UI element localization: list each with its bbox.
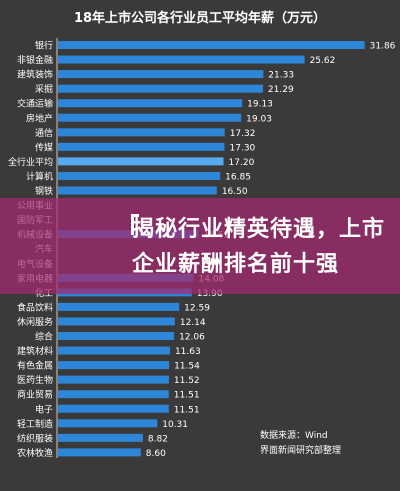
bar [58,142,225,151]
value-label: 12.14 [180,318,206,328]
bar [58,113,242,122]
value-label: 12.59 [184,303,210,313]
category-label: 综合 [35,331,53,343]
category-label: 通信 [35,127,53,139]
headline-text: 揭秘行业精英待遇，上市企业薪酬排名前十强 [132,217,386,277]
category-label: 钢铁 [35,185,53,197]
value-label: 25.62 [310,56,336,66]
category-label: 商业贸易 [17,389,53,401]
bar [58,157,224,166]
category-label: 休闲服务 [17,316,53,328]
value-label: 19.03 [246,114,272,124]
value-label: 8.82 [148,434,168,444]
bar [58,404,169,413]
bar [58,375,169,384]
category-label: 非银金融 [17,54,53,66]
headline-overlay [0,198,400,294]
chart-title: 18年上市公司各行业员工平均年薪（万元） [74,10,326,26]
bar [58,419,158,428]
bar [58,128,225,137]
bar [58,99,243,108]
value-label: 17.32 [230,129,256,139]
source-note-line-2: 界面新闻研究部整理 [260,444,341,456]
category-label: 医药生物 [17,374,53,386]
bar [58,171,221,180]
category-label: 建筑装饰 [17,69,53,81]
value-label: 11.54 [174,362,200,372]
category-label: 交通运输 [17,98,53,110]
bar [58,317,175,326]
value-label: 17.30 [230,143,256,153]
value-label: 11.51 [174,405,200,415]
bar [58,361,170,370]
category-label: 纺织服装 [17,432,53,444]
source-note-line-1: 数据来源：Wind [260,429,328,441]
value-label: 21.29 [268,85,294,95]
category-label: 建筑材料 [17,345,53,357]
value-label: 11.52 [174,376,200,386]
bar [58,186,217,195]
value-label: 11.63 [175,347,201,357]
bar [58,84,263,93]
bar [58,302,180,311]
value-label: 8.60 [146,449,166,459]
bar [58,55,305,64]
category-label: 农林牧渔 [17,447,53,459]
category-label: 食品饮料 [17,301,53,313]
bar [58,332,175,340]
category-label: 采掘 [35,83,53,95]
value-label: 16.85 [225,172,251,182]
value-label: 16.50 [222,187,248,197]
bar [58,41,365,49]
value-label: 12.06 [179,333,205,343]
bar [58,346,170,355]
category-label: 传媒 [35,141,53,153]
bar [58,433,143,442]
value-label: 19.13 [247,100,273,110]
bracket-mark-icon [131,214,139,235]
value-label: 11.51 [174,391,200,401]
bar [58,70,264,79]
category-label: 房地产 [26,112,53,124]
bar [58,390,169,399]
category-label: 计算机 [26,170,53,182]
category-label: 有色金属 [17,360,53,372]
value-label: 17.20 [229,158,255,168]
value-label: 31.86 [370,42,396,52]
category-label: 银行 [35,40,53,52]
category-label: 全行业平均 [8,156,53,168]
bar [58,448,141,457]
value-label: 10.31 [162,420,188,430]
category-label: 电子 [35,403,53,415]
category-label: 轻工制造 [17,418,53,430]
value-label: 21.33 [268,71,294,81]
